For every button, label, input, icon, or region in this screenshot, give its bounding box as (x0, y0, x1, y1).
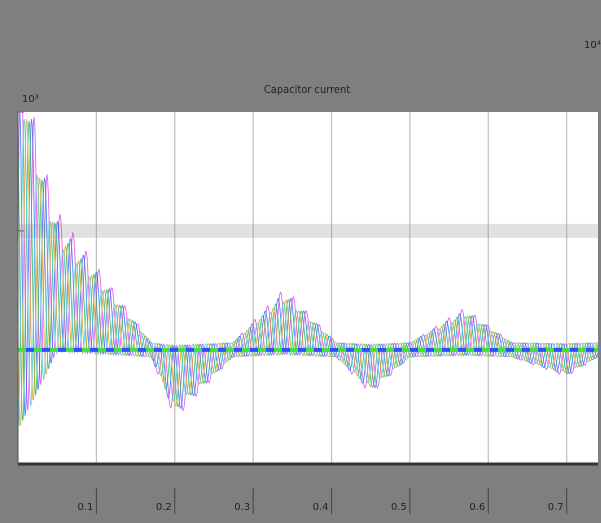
x-tick-label: 0.6 (469, 502, 485, 513)
x-tick-label: 0.5 (391, 502, 407, 513)
x-tick-label: 0.1 (77, 502, 93, 513)
x-tick-label: 0.4 (313, 502, 329, 513)
x-tick-label: 0.2 (156, 502, 172, 513)
series-line (17, 111, 599, 412)
chart-title: Capacitor current (264, 83, 350, 96)
reference-band (18, 223, 598, 238)
plot-area: 0.1 0.2 0.3 0.4 0.5 0.6 0.7 (17, 111, 599, 514)
plot-background (18, 112, 598, 464)
y-exponent-label: 10³ (22, 94, 39, 105)
x-tick-label: 0.7 (548, 502, 564, 513)
x-exponent-label: 10⁴ (584, 40, 601, 51)
x-tick-label: 0.3 (234, 502, 250, 513)
series-line (17, 118, 599, 426)
series-line (17, 119, 599, 432)
